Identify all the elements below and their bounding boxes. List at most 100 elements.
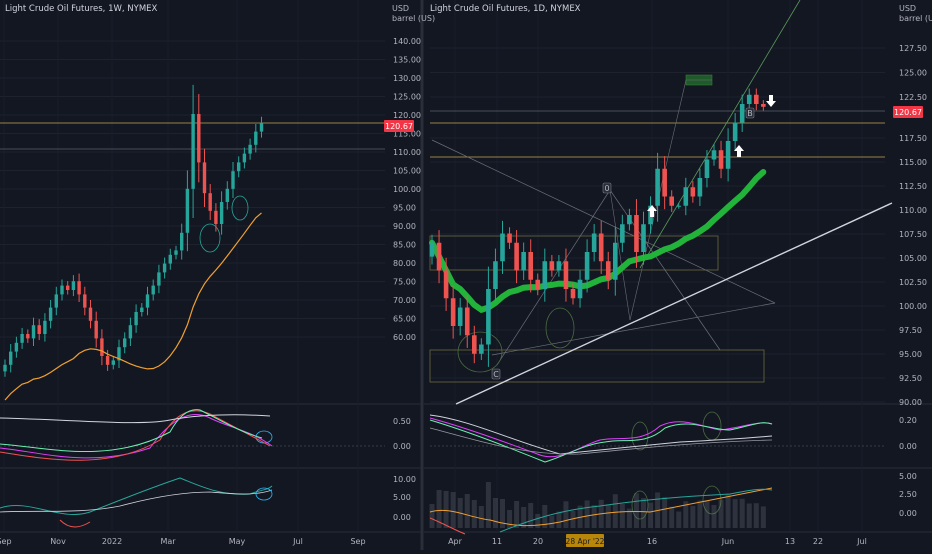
right-candle[interactable] [620, 224, 625, 243]
left-candle[interactable] [123, 338, 127, 348]
right-candle[interactable] [450, 298, 456, 326]
right-circle-annotation[interactable] [545, 307, 575, 349]
left-candle[interactable] [94, 320, 98, 339]
left-circle-annotation[interactable] [199, 223, 221, 253]
right-candle[interactable] [436, 242, 442, 271]
right-candle[interactable] [443, 270, 449, 299]
point-label-badge[interactable] [491, 368, 501, 380]
left-candle[interactable] [83, 294, 87, 308]
left-candle[interactable] [117, 347, 121, 361]
left-candle[interactable] [259, 122, 264, 132]
left-candle[interactable] [168, 254, 172, 264]
left-candle[interactable] [225, 188, 229, 202]
right-candle[interactable] [514, 242, 519, 271]
left-candle[interactable] [157, 272, 161, 286]
right-candle[interactable] [634, 215, 639, 252]
right-osc-circle[interactable] [631, 421, 649, 451]
left-time-axis[interactable]: Sep Nov 2022 Mar May Jul Sep [0, 537, 366, 546]
right-pattern-line[interactable] [609, 189, 631, 321]
right-trendline[interactable] [491, 302, 776, 356]
right-candle[interactable] [662, 168, 667, 197]
left-price-axis[interactable]: 140.00 135.00 130.00 125.00 120.00 115.00 110.… [393, 37, 421, 522]
left-candle[interactable] [60, 285, 64, 295]
right-candle[interactable] [598, 233, 604, 262]
left-candle[interactable] [31, 325, 36, 339]
right-candle[interactable] [486, 289, 491, 345]
left-candle[interactable] [88, 307, 93, 321]
right-price-axis[interactable]: 127.50 125.00 122.50 117.50 115.00 112.50 110.… [899, 44, 927, 518]
right-candle[interactable] [627, 215, 632, 225]
left-candle[interactable] [37, 325, 41, 334]
right-candle[interactable] [500, 233, 505, 262]
right-candle[interactable] [542, 261, 548, 289]
left-candle[interactable] [105, 356, 110, 365]
left-candle[interactable] [134, 312, 138, 326]
left-candle[interactable] [214, 210, 218, 224]
right-candle[interactable] [655, 168, 660, 206]
left-candle[interactable] [254, 131, 258, 145]
right-candle[interactable] [683, 187, 689, 206]
right-candle[interactable] [605, 261, 611, 280]
left-candle[interactable] [208, 193, 212, 211]
left-candle[interactable] [3, 364, 7, 372]
left-candle[interactable] [202, 162, 207, 194]
right-candle[interactable] [429, 242, 435, 257]
left-candle[interactable] [14, 342, 19, 352]
right-osc-circle[interactable] [631, 490, 649, 520]
right-candle[interactable] [563, 261, 569, 289]
right-candle[interactable] [739, 104, 745, 123]
left-candle[interactable] [185, 188, 190, 233]
left-candle[interactable] [248, 144, 252, 154]
right-candle[interactable] [528, 252, 533, 280]
left-candle[interactable] [162, 263, 167, 273]
left-candle[interactable] [145, 294, 150, 308]
right-pattern-line[interactable] [496, 189, 611, 366]
left-circle-annotation[interactable] [231, 195, 249, 221]
right-trendline[interactable] [431, 139, 776, 304]
right-candle[interactable] [725, 141, 731, 169]
right-support-trendline[interactable] [455, 202, 893, 405]
right-candle[interactable] [464, 307, 470, 336]
left-candle[interactable] [197, 114, 201, 163]
left-candle[interactable] [180, 232, 184, 251]
right-candle[interactable] [711, 150, 717, 160]
left-candle[interactable] [66, 285, 70, 290]
right-candle[interactable] [669, 196, 674, 206]
right-candle[interactable] [584, 252, 590, 280]
right-candle[interactable] [690, 187, 696, 197]
right-candle[interactable] [457, 307, 463, 327]
right-candle[interactable] [472, 335, 477, 354]
right-candle[interactable] [549, 261, 555, 271]
right-candle[interactable] [718, 150, 724, 169]
arrow-down-icon[interactable] [766, 95, 776, 107]
left-candle[interactable] [237, 162, 241, 172]
left-candle[interactable] [54, 294, 58, 308]
right-range-box[interactable] [429, 349, 765, 383]
left-candle[interactable] [26, 334, 30, 339]
left-candle[interactable] [9, 351, 13, 365]
left-candle[interactable] [20, 334, 24, 343]
left-candle[interactable] [140, 307, 144, 312]
right-time-axis[interactable]: Apr 11 20 16 Jun 13 22 Jul [448, 537, 867, 546]
right-circle-annotation[interactable] [457, 331, 503, 373]
left-candle[interactable] [71, 281, 76, 290]
right-candle[interactable] [493, 261, 498, 289]
right-candle[interactable] [479, 344, 484, 354]
arrow-up-icon[interactable] [647, 205, 657, 217]
left-candle[interactable] [191, 114, 195, 189]
right-channel-line[interactable] [639, 0, 801, 269]
left-candle[interactable] [151, 285, 155, 295]
right-candle[interactable] [676, 205, 682, 207]
right-candle[interactable] [613, 242, 618, 280]
point-label-badge[interactable] [745, 107, 755, 119]
left-candle[interactable] [219, 202, 224, 224]
right-candle[interactable] [521, 252, 526, 271]
right-osc-circle[interactable] [702, 485, 722, 515]
left-candle[interactable] [111, 360, 115, 365]
left-osc2-circle[interactable] [255, 487, 273, 501]
right-candle[interactable] [591, 233, 597, 253]
left-candle[interactable] [174, 250, 178, 255]
right-candle[interactable] [697, 178, 703, 197]
left-candle[interactable] [77, 281, 81, 295]
left-candle[interactable] [48, 307, 53, 321]
